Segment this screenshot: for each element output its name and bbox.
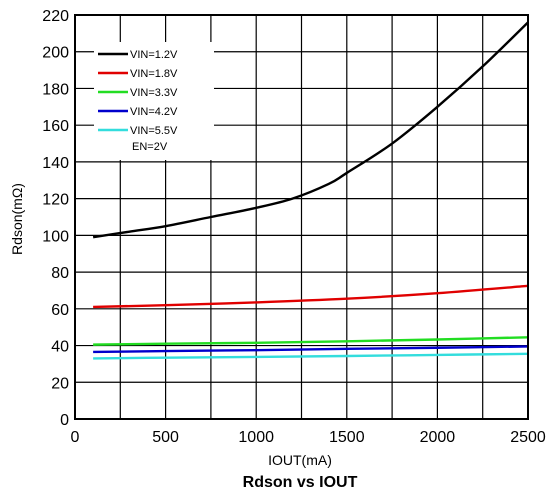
x-tick-label: 1000 [238, 429, 274, 446]
y-tick-label: 100 [42, 228, 69, 245]
y-tick-label: 200 [42, 45, 69, 62]
y-tick-label: 140 [42, 155, 69, 172]
y-tick-label: 40 [51, 339, 69, 356]
x-tick-label: 1500 [329, 429, 365, 446]
y-tick-labels: 0 20 40 60 80 100 120 140 160 180 200 220 [42, 8, 69, 429]
legend-background [94, 42, 214, 160]
y-axis-label: Rdson(mΩ) [9, 183, 25, 255]
y-tick-label: 160 [42, 118, 69, 135]
y-tick-label: 60 [51, 302, 69, 319]
y-tick-label: 80 [51, 265, 69, 282]
legend: VIN=1.2V VIN=1.8V VIN=3.3V VIN=4.2V VIN=5.5V [94, 42, 214, 160]
y-tick-label: 20 [51, 375, 69, 392]
legend-note: EN=2V [132, 141, 168, 153]
x-tick-label: 2000 [420, 429, 456, 446]
series-line-vin-4-2v [93, 345, 529, 354]
x-tick-labels: 0 500 1000 1500 2000 2500 [71, 429, 546, 446]
legend-label-vin-1-8v: VIN=1.8V [130, 68, 178, 80]
legend-label-vin-4-2v: VIN=4.2V [130, 106, 178, 118]
series-line-vin-3-3v [93, 336, 529, 346]
legend-label-vin-1-2v: VIN=1.2V [130, 49, 178, 61]
y-tick-label: 220 [42, 8, 69, 25]
series-line-vin-1-2v [92, 21, 529, 239]
series-line-vin-5-5v [93, 352, 529, 360]
legend-label-vin-3-3v: VIN=3.3V [130, 87, 178, 99]
y-tick-label: 180 [42, 81, 69, 98]
y-tick-label: 0 [60, 412, 69, 429]
chart-caption: Rdson vs IOUT [243, 474, 358, 491]
plot-frame [74, 14, 529, 420]
legend-label-vin-5-5v: VIN=5.5V [130, 125, 178, 137]
series-line-vin-1-8v [93, 284, 529, 309]
series-layer [92, 21, 529, 360]
x-tick-label: 0 [71, 429, 80, 446]
x-tick-label: 2500 [510, 429, 546, 446]
x-axis-label: IOUT(mA) [268, 452, 332, 468]
x-tick-label: 500 [152, 429, 179, 446]
y-tick-label: 120 [42, 192, 69, 209]
